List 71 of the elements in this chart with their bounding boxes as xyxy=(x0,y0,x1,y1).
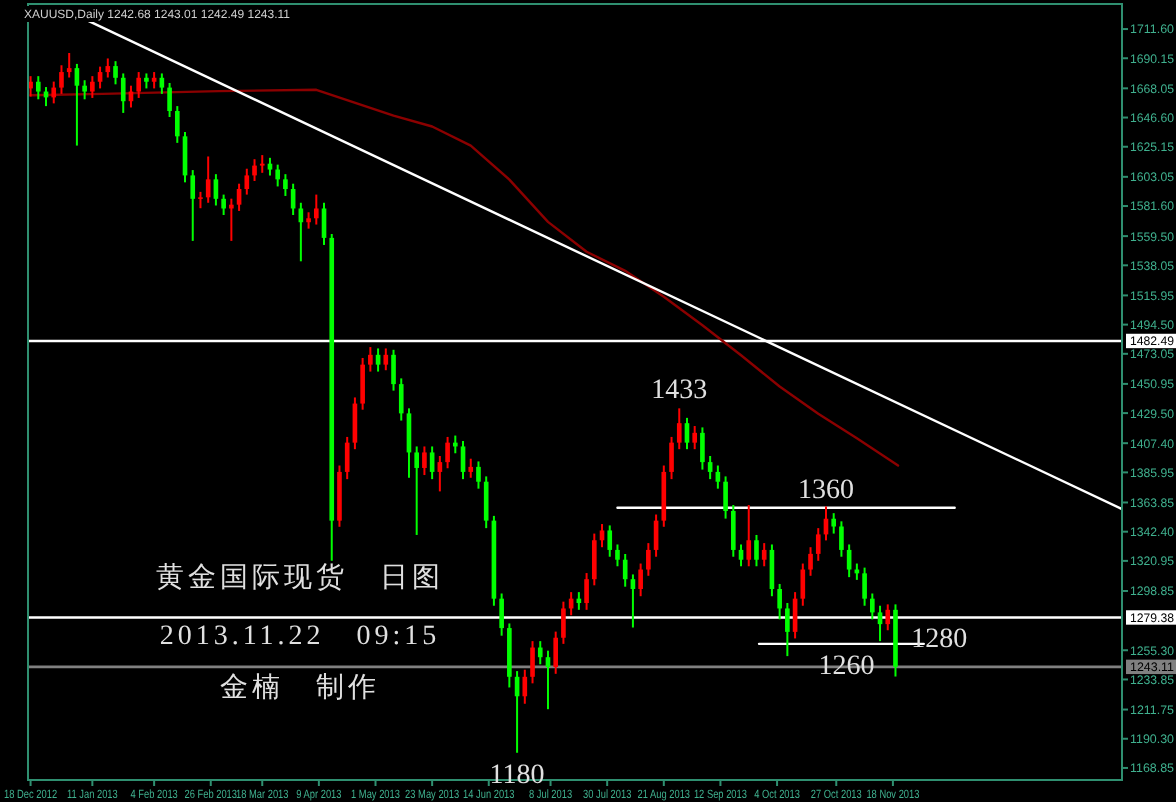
candlestick xyxy=(839,520,844,558)
candlestick xyxy=(174,105,180,144)
candlestick xyxy=(483,475,489,530)
candlestick xyxy=(831,512,837,535)
candlestick xyxy=(530,640,535,685)
candlestick xyxy=(391,348,396,392)
candlestick xyxy=(398,377,404,422)
candlestick xyxy=(723,475,728,520)
candlestick xyxy=(120,72,126,114)
candlestick xyxy=(259,154,265,174)
candlestick xyxy=(862,566,867,607)
candlestick xyxy=(383,347,389,372)
candlestick xyxy=(113,60,118,86)
candlestick xyxy=(136,71,141,99)
candlestick xyxy=(414,445,420,536)
candlestick xyxy=(785,602,790,658)
candlestick xyxy=(777,582,782,621)
candlestick xyxy=(561,600,566,645)
annotation: 1360 xyxy=(798,475,854,506)
candlestick xyxy=(244,167,250,196)
candlestick xyxy=(360,356,365,411)
candlestick xyxy=(754,533,759,568)
candlestick xyxy=(90,75,95,99)
annotation: 2013.11.22 09:15 xyxy=(159,622,441,652)
candlestick xyxy=(638,562,643,598)
candlestick xyxy=(221,193,226,217)
candlestick xyxy=(105,57,111,79)
candlestick xyxy=(591,532,597,587)
candlestick xyxy=(51,80,57,105)
candlestick xyxy=(275,163,281,188)
candlestick xyxy=(313,193,319,226)
candlestick xyxy=(730,504,736,558)
candlestick xyxy=(190,169,196,242)
annotation: 1433 xyxy=(651,376,708,407)
candlestick xyxy=(252,158,257,182)
candlestick xyxy=(669,435,674,481)
candlestick xyxy=(615,543,620,568)
candlestick xyxy=(445,435,450,470)
candlestick xyxy=(205,155,211,204)
candlestick xyxy=(646,542,651,577)
candlestick xyxy=(869,592,875,621)
candlestick xyxy=(607,524,613,558)
candlestick xyxy=(622,553,628,588)
candlestick xyxy=(368,346,373,373)
candlestick xyxy=(476,460,481,490)
candlestick xyxy=(283,173,288,197)
candlestick xyxy=(344,435,350,481)
candlestick xyxy=(422,445,427,477)
candlestick xyxy=(885,603,891,632)
candlestick xyxy=(800,562,806,607)
candlestick xyxy=(692,425,698,451)
candlestick xyxy=(35,75,41,101)
annotation: 金楠 制作 xyxy=(220,672,380,704)
candlestick xyxy=(537,640,543,666)
candlestick xyxy=(553,630,559,675)
candlestick xyxy=(746,504,752,568)
candlestick xyxy=(676,407,682,451)
candlestick xyxy=(808,546,813,577)
candlestick xyxy=(700,426,705,471)
candlestick xyxy=(66,52,72,79)
candlestick xyxy=(522,668,528,705)
annotation: 1280 xyxy=(911,624,968,655)
candlestick xyxy=(167,81,172,118)
candlestick xyxy=(761,542,767,568)
candlestick xyxy=(468,457,474,479)
candlestick xyxy=(82,79,87,101)
candlestick xyxy=(59,64,64,95)
candlestick xyxy=(815,527,821,562)
candlestick xyxy=(584,572,589,611)
candlestick xyxy=(499,592,504,637)
annotation: 黄金国际现货 日图 xyxy=(156,562,444,594)
